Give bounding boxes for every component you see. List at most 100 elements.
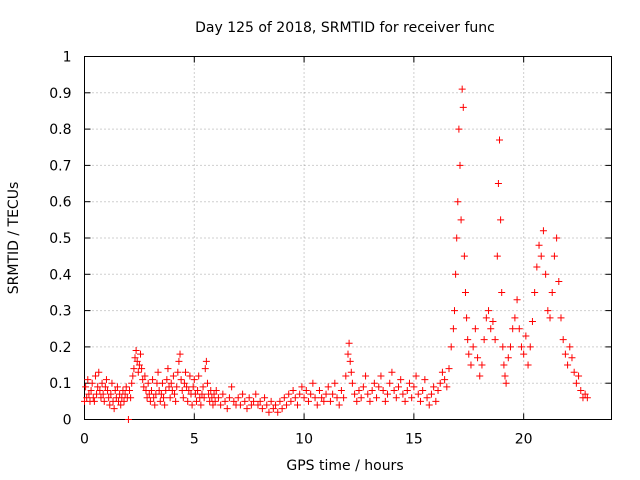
- data-point: [347, 368, 355, 376]
- y-tick-label: 0.6: [49, 195, 71, 211]
- data-point: [322, 390, 330, 398]
- data-point: [324, 383, 332, 391]
- data-point: [192, 397, 200, 405]
- data-point: [564, 361, 572, 369]
- data-point: [93, 390, 101, 398]
- data-point: [201, 365, 209, 373]
- data-point: [156, 397, 164, 405]
- data-point: [102, 376, 110, 384]
- data-point: [212, 386, 220, 394]
- data-point: [416, 397, 424, 405]
- data-point: [342, 372, 350, 380]
- y-tick-label: 0: [63, 413, 72, 429]
- data-point: [474, 354, 482, 362]
- data-point: [122, 383, 130, 391]
- data-point: [84, 376, 92, 384]
- data-point: [177, 376, 185, 384]
- data-point: [133, 357, 141, 365]
- data-point: [300, 394, 308, 402]
- data-point: [129, 372, 137, 380]
- axis-ticks: [84, 56, 612, 420]
- data-point: [390, 386, 398, 394]
- data-point: [239, 390, 247, 398]
- data-point: [128, 379, 136, 387]
- y-tick-label: 0.9: [49, 86, 71, 102]
- y-tick-label: 0.7: [49, 158, 71, 174]
- data-point: [577, 386, 585, 394]
- data-point: [182, 368, 190, 376]
- data-point: [96, 386, 104, 394]
- data-point: [366, 397, 374, 405]
- data-point: [296, 390, 304, 398]
- data-point: [247, 401, 255, 409]
- data-point: [132, 347, 140, 355]
- data-point: [359, 383, 367, 391]
- data-point: [329, 390, 337, 398]
- data-point: [528, 317, 536, 325]
- data-point: [403, 386, 411, 394]
- data-point: [289, 386, 297, 394]
- data-point: [373, 394, 381, 402]
- x-tick-label: 20: [515, 432, 533, 448]
- data-point: [436, 379, 444, 387]
- data-point: [520, 350, 528, 358]
- data-point: [110, 405, 118, 413]
- data-point: [280, 394, 288, 402]
- data-point: [410, 383, 418, 391]
- data-point: [526, 343, 534, 351]
- data-point: [531, 288, 539, 296]
- data-point: [469, 343, 477, 351]
- data-point: [250, 397, 258, 405]
- data-point: [357, 394, 365, 402]
- data-point: [461, 288, 469, 296]
- x-tick-label: 0: [80, 432, 89, 448]
- data-point: [254, 401, 262, 409]
- x-axis-label: GPS time / hours: [286, 458, 403, 474]
- data-point: [456, 161, 464, 169]
- y-tick-labels: 0 0.1 0.2 0.3 0.4 0.5 0.6 0.7 0.8 0.9 1: [49, 50, 71, 429]
- data-point: [167, 379, 175, 387]
- data-point: [384, 390, 392, 398]
- data-point: [85, 390, 93, 398]
- data-point: [454, 198, 462, 206]
- data-point: [291, 394, 299, 402]
- data-point: [258, 405, 266, 413]
- data-point: [90, 397, 98, 405]
- data-point: [499, 343, 507, 351]
- data-point: [555, 278, 563, 286]
- data-point: [364, 390, 372, 398]
- data-point: [241, 397, 249, 405]
- data-point: [219, 390, 227, 398]
- data-point: [572, 379, 580, 387]
- data-point: [353, 397, 361, 405]
- data-point: [236, 401, 244, 409]
- data-point: [502, 379, 510, 387]
- data-point: [95, 368, 103, 376]
- data-point: [515, 325, 523, 333]
- data-point: [87, 386, 95, 394]
- data-point: [471, 325, 479, 333]
- y-tick-label: 0.5: [49, 231, 71, 247]
- data-point: [465, 350, 473, 358]
- data-point: [307, 390, 315, 398]
- data-point: [138, 365, 146, 373]
- data-point: [120, 397, 128, 405]
- data-point: [105, 394, 113, 402]
- data-point: [191, 390, 199, 398]
- data-point: [427, 390, 435, 398]
- data-point: [379, 386, 387, 394]
- data-point: [139, 376, 147, 384]
- data-point: [83, 394, 91, 402]
- data-point: [298, 383, 306, 391]
- data-point: [535, 241, 543, 249]
- data-point: [550, 252, 558, 260]
- data-point: [164, 365, 172, 373]
- data-point: [370, 379, 378, 387]
- data-point: [210, 390, 218, 398]
- data-point: [494, 180, 502, 188]
- data-point: [425, 401, 433, 409]
- x-tick-label: 10: [295, 432, 313, 448]
- data-points: [81, 85, 591, 423]
- data-point: [432, 397, 440, 405]
- data-point: [581, 390, 589, 398]
